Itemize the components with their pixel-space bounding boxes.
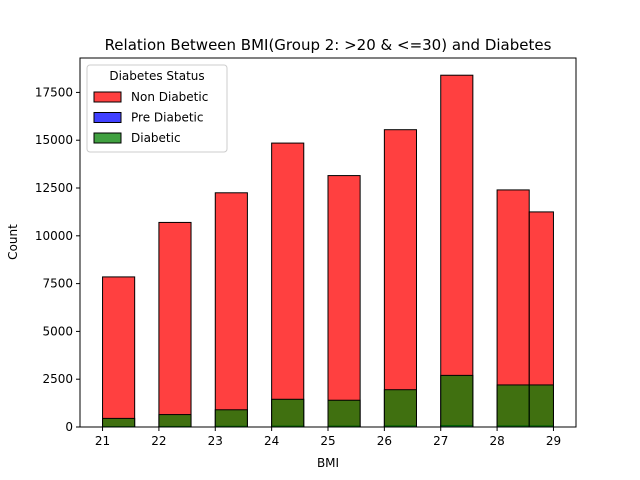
y-tick-label-10000: 10000 — [35, 229, 73, 243]
legend: Diabetes Status Non Diabetic Pre Diabetic… — [86, 64, 228, 153]
x-tick-label-28: 28 — [489, 434, 504, 448]
legend-title: Diabetes Status — [109, 69, 204, 83]
x-tick-label-29: 29 — [546, 434, 561, 448]
non-diabetic-bar-0 — [102, 276, 136, 428]
bars-layer — [102, 74, 554, 428]
x-axis-label: BMI — [317, 456, 339, 470]
non-diabetic-bar-4 — [327, 175, 361, 428]
x-tick-label-21: 21 — [95, 434, 110, 448]
diabetic-bar-3 — [271, 398, 305, 428]
x-tick-label-23: 23 — [208, 434, 223, 448]
x-tick-label-24: 24 — [264, 434, 279, 448]
non-diabetic-bar-2 — [214, 192, 248, 428]
legend-box — [86, 64, 228, 153]
x-tick-label-25: 25 — [320, 434, 335, 448]
legend-swatch-diabetic — [93, 132, 122, 144]
y-tick-label-7500: 7500 — [42, 277, 73, 291]
non-diabetic-bar-3 — [271, 142, 305, 428]
non-diabetic-bar-6 — [440, 74, 474, 428]
legend-swatch-non-diabetic — [93, 91, 122, 103]
legend-label-non-diabetic: Non Diabetic — [131, 90, 208, 104]
non-diabetic-bar-5 — [383, 129, 417, 428]
chart-title: Relation Between BMI(Group 2: >20 & <=30… — [105, 36, 552, 54]
legend-swatch-pre-diabetic — [93, 112, 122, 123]
x-axis-ticks: 21 22 23 24 25 26 27 28 29 — [95, 427, 561, 448]
x-tick-label-27: 27 — [433, 434, 448, 448]
diabetic-bar-1 — [158, 414, 192, 428]
y-axis-ticks: 0 2500 5000 7500 10000 12500 15000 17500 — [35, 85, 80, 434]
y-axis-label: Count — [6, 224, 20, 260]
legend-label-diabetic: Diabetic — [131, 131, 181, 145]
diabetic-bar-4 — [327, 399, 361, 428]
diabetic-bar-8 — [528, 384, 554, 428]
diabetic-bar-5 — [383, 389, 417, 428]
legend-entries: Non Diabetic Pre Diabetic Diabetic — [93, 90, 208, 145]
diabetic-bar-6 — [440, 374, 474, 428]
y-tick-label-12500: 12500 — [35, 181, 73, 195]
diabetic-bar-7 — [496, 384, 530, 428]
diabetic-bar-0 — [102, 417, 136, 428]
y-tick-label-17500: 17500 — [35, 85, 73, 99]
x-tick-label-26: 26 — [377, 434, 392, 448]
y-tick-label-5000: 5000 — [42, 324, 73, 338]
y-tick-label-2500: 2500 — [42, 372, 73, 386]
x-tick-label-22: 22 — [151, 434, 166, 448]
y-tick-label-15000: 15000 — [35, 133, 73, 147]
y-tick-label-0: 0 — [65, 420, 73, 434]
legend-label-pre-diabetic: Pre Diabetic — [131, 111, 203, 125]
diabetic-bar-2 — [214, 409, 248, 428]
non-diabetic-bar-1 — [158, 221, 192, 428]
